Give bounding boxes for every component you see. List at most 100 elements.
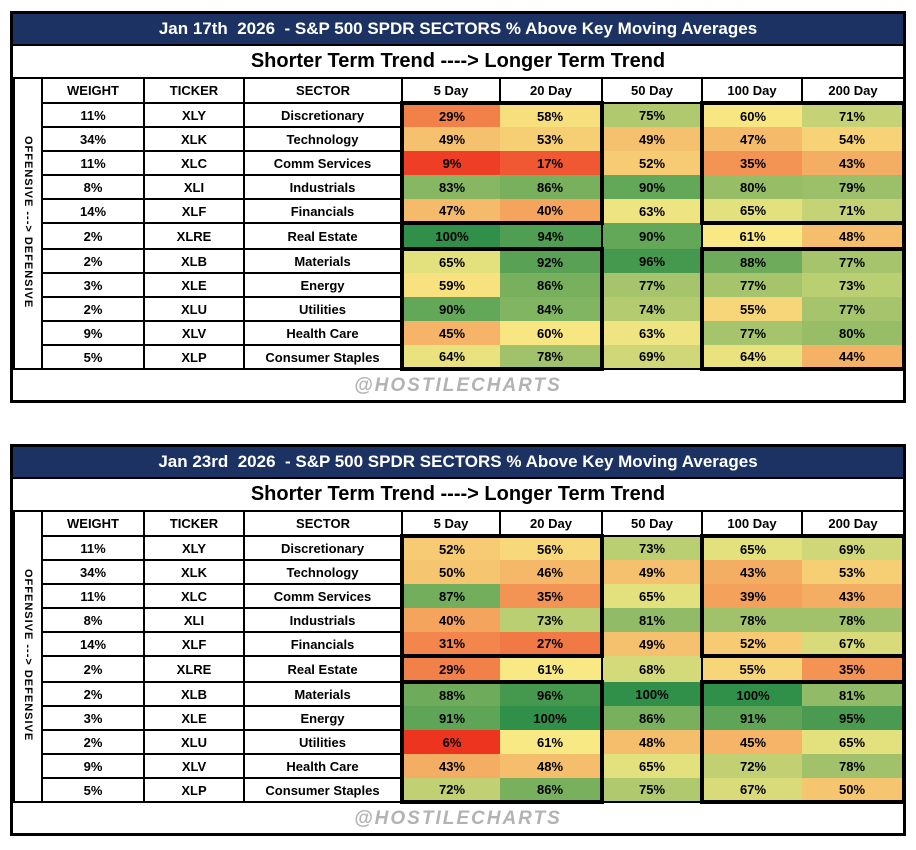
weight-cell: 5% xyxy=(41,777,145,803)
heatmap-cell-xly-5-day: 52% xyxy=(400,534,500,560)
heatmap-grid: OFFENSIVE ---> DEFENSIVE WEIGHT TICKER SECT… xyxy=(13,510,906,804)
heatmap-cell-xlf-200-day: 71% xyxy=(802,199,906,225)
ticker-cell: XLE xyxy=(143,705,245,731)
ticker-cell: XLRE xyxy=(143,222,245,250)
heatmap-cell-xlb-200-day: 81% xyxy=(802,680,906,706)
col-header-200-day: 200 Day xyxy=(801,510,905,537)
col-header-200-day: 200 Day xyxy=(801,77,905,104)
sector-heatmap-table-jan23: Jan 23rd 2026 - S&P 500 SPDR SECTORS % A… xyxy=(10,444,906,836)
sector-row-xlre: 2% XLRE Real Estate 100% 94% 90% 61% 48% xyxy=(14,221,906,251)
watermark-text: @HOSTILECHARTS xyxy=(13,371,903,400)
heatmap-cell-xlc-20-day: 17% xyxy=(500,151,604,175)
col-header-50-day: 50 Day xyxy=(601,510,703,537)
sector-row-xli: 8% XLI Industrials 83% 86% 90% 80% 79% xyxy=(14,174,906,200)
ticker-cell: XLP xyxy=(143,777,245,803)
heatmap-cell-xlk-5-day: 50% xyxy=(400,560,500,584)
ticker-cell: XLC xyxy=(143,150,245,176)
heatmap-cell-xlv-20-day: 48% xyxy=(500,754,604,778)
col-header-weight: WEIGHT xyxy=(41,510,145,537)
weight-cell: 3% xyxy=(41,272,145,298)
weight-cell: 8% xyxy=(41,174,145,200)
sector-cell: Comm Services xyxy=(243,583,403,609)
ticker-cell: XLK xyxy=(143,126,245,152)
col-header-sector: SECTOR xyxy=(243,77,403,104)
heatmap-cell-xlv-50-day: 63% xyxy=(602,321,702,345)
heatmap-cell-xli-20-day: 86% xyxy=(500,175,604,199)
heatmap-cell-xly-20-day: 56% xyxy=(500,534,604,560)
heatmap-cell-xlc-50-day: 52% xyxy=(602,151,702,175)
sector-cell: Materials xyxy=(243,248,403,274)
heatmap-cell-xlk-20-day: 53% xyxy=(500,127,604,151)
heatmap-cell-xlv-200-day: 78% xyxy=(802,754,906,778)
heatmap-cell-xlc-200-day: 43% xyxy=(802,151,906,175)
heatmap-cell-xlv-100-day: 77% xyxy=(700,321,802,345)
heatmap-cell-xlb-20-day: 96% xyxy=(500,680,604,706)
ticker-cell: XLF xyxy=(143,198,245,224)
heatmap-cell-xlp-50-day: 75% xyxy=(602,778,702,803)
ticker-cell: XLY xyxy=(143,102,245,128)
col-header-50-day: 50 Day xyxy=(601,77,703,104)
heatmap-cell-xlk-100-day: 43% xyxy=(700,560,802,584)
heatmap-cell-xle-50-day: 77% xyxy=(602,273,702,297)
sector-cell: Discretionary xyxy=(243,102,403,128)
heatmap-cell-xlf-100-day: 52% xyxy=(700,632,802,658)
ticker-cell: XLP xyxy=(143,344,245,370)
heatmap-cell-xlb-50-day: 100% xyxy=(602,682,702,706)
heatmap-cell-xlp-200-day: 44% xyxy=(802,345,906,371)
col-header-ticker: TICKER xyxy=(143,77,245,104)
sector-row-xlb: 2% XLB Materials 88% 96% 100% 100% 81% xyxy=(14,680,906,707)
heatmap-cell-xlu-5-day: 90% xyxy=(400,297,500,321)
heatmap-cell-xlc-50-day: 65% xyxy=(602,584,702,608)
heatmap-cell-xlb-100-day: 88% xyxy=(700,247,802,273)
trend-subtitle: Shorter Term Trend ----> Longer Term Tre… xyxy=(13,46,903,77)
ticker-cell: XLB xyxy=(143,681,245,707)
weight-cell: 2% xyxy=(41,655,145,683)
sector-row-xlu: 2% XLU Utilities 90% 84% 74% 55% 77% xyxy=(14,296,906,322)
heatmap-cell-xlc-200-day: 43% xyxy=(802,584,906,608)
sector-cell: Energy xyxy=(243,272,403,298)
heatmap-cell-xlf-50-day: 49% xyxy=(602,632,702,656)
table-title: Jan 23rd 2026 - S&P 500 SPDR SECTORS % A… xyxy=(13,447,903,479)
weight-cell: 34% xyxy=(41,559,145,585)
heatmap-cell-xlre-20-day: 94% xyxy=(500,221,603,251)
weight-cell: 9% xyxy=(41,753,145,779)
ticker-cell: XLU xyxy=(143,296,245,322)
heatmap-cell-xlf-5-day: 47% xyxy=(400,199,500,225)
weight-cell: 2% xyxy=(41,222,145,250)
sector-row-xlu: 2% XLU Utilities 6% 61% 48% 45% 65% xyxy=(14,729,906,755)
heatmap-cell-xlc-20-day: 35% xyxy=(500,584,604,608)
heatmap-cell-xli-100-day: 80% xyxy=(700,175,802,199)
sector-cell: Energy xyxy=(243,705,403,731)
ticker-cell: XLC xyxy=(143,583,245,609)
heatmap-cell-xlv-200-day: 80% xyxy=(802,321,906,345)
ticker-cell: XLK xyxy=(143,559,245,585)
heatmap-cell-xlb-20-day: 92% xyxy=(500,247,604,273)
heatmap-cell-xlf-20-day: 27% xyxy=(500,632,604,658)
col-header-sector: SECTOR xyxy=(243,510,403,537)
sector-row-xlb: 2% XLB Materials 65% 92% 96% 88% 77% xyxy=(14,247,906,274)
heatmap-cell-xli-200-day: 79% xyxy=(802,175,906,199)
ticker-cell: XLF xyxy=(143,631,245,657)
heatmap-cell-xlu-200-day: 77% xyxy=(802,297,906,321)
ticker-cell: XLB xyxy=(143,248,245,274)
heatmap-cell-xlre-200-day: 35% xyxy=(802,654,906,684)
heatmap-cell-xlc-100-day: 35% xyxy=(700,151,802,175)
heatmap-cell-xli-50-day: 90% xyxy=(602,175,702,199)
heatmap-cell-xlre-100-day: 61% xyxy=(701,221,802,251)
heatmap-cell-xlk-20-day: 46% xyxy=(500,560,604,584)
sector-row-xlf: 14% XLF Financials 47% 40% 63% 65% 71% xyxy=(14,198,906,225)
heatmap-cell-xlu-20-day: 61% xyxy=(500,730,604,754)
sector-row-xlp: 5% XLP Consumer Staples 72% 86% 75% 67% 50% xyxy=(14,777,906,804)
sector-cell: Financials xyxy=(243,198,403,224)
heatmap-cell-xlp-20-day: 86% xyxy=(500,778,604,804)
heatmap-cell-xlf-5-day: 31% xyxy=(400,632,500,658)
sector-data-grid: OFFENSIVE ---> DEFENSIVE WEIGHT TICKER SECT… xyxy=(13,77,906,371)
watermark-text: @HOSTILECHARTS xyxy=(13,804,903,833)
heatmap-cell-xlk-200-day: 54% xyxy=(802,127,906,151)
weight-cell: 34% xyxy=(41,126,145,152)
heatmap-cell-xlre-50-day: 68% xyxy=(602,656,702,682)
heatmap-cell-xlb-5-day: 65% xyxy=(400,247,500,273)
ticker-cell: XLV xyxy=(143,753,245,779)
heatmap-cell-xlc-5-day: 87% xyxy=(400,584,500,608)
heatmap-cell-xli-100-day: 78% xyxy=(700,608,802,632)
